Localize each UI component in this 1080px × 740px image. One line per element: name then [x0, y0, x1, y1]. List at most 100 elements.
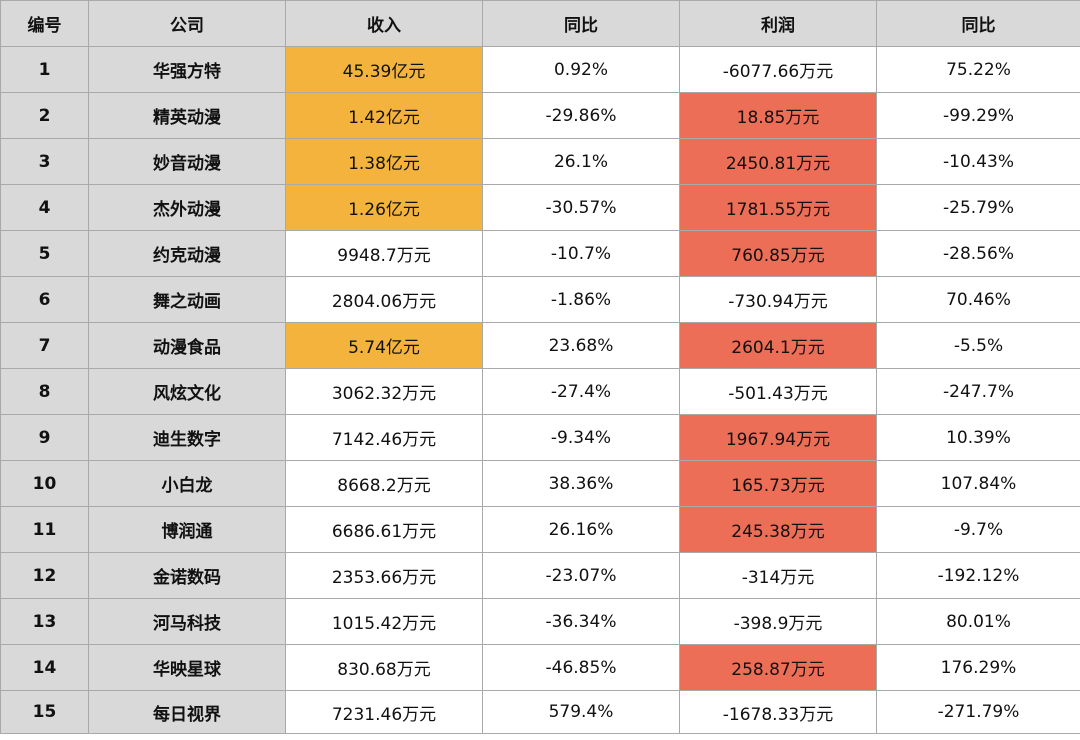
- cell-revenue-yoy: -36.34%: [482, 598, 680, 645]
- table-row: 7 动漫食品 5.74亿元 23.68% 2604.1万元 -5.5%: [0, 322, 1080, 369]
- cell-num: 4: [0, 184, 89, 231]
- header-profit-yoy: 同比: [876, 0, 1080, 47]
- cell-revenue-yoy: -29.86%: [482, 92, 680, 139]
- cell-revenue: 830.68万元: [285, 644, 483, 691]
- cell-company: 动漫食品: [88, 322, 286, 369]
- cell-revenue-yoy: -27.4%: [482, 368, 680, 415]
- cell-profit: 760.85万元: [679, 230, 877, 277]
- cell-profit: -730.94万元: [679, 276, 877, 323]
- table-row: 14 华映星球 830.68万元 -46.85% 258.87万元 176.29%: [0, 644, 1080, 691]
- cell-revenue: 1.38亿元: [285, 138, 483, 185]
- cell-company: 河马科技: [88, 598, 286, 645]
- table-row: 10 小白龙 8668.2万元 38.36% 165.73万元 107.84%: [0, 460, 1080, 507]
- cell-num: 14: [0, 644, 89, 691]
- cell-revenue: 6686.61万元: [285, 506, 483, 553]
- cell-revenue: 2804.06万元: [285, 276, 483, 323]
- cell-profit-yoy: -192.12%: [876, 552, 1080, 599]
- cell-revenue-yoy: 26.1%: [482, 138, 680, 185]
- cell-num: 6: [0, 276, 89, 323]
- cell-profit-yoy: -271.79%: [876, 690, 1080, 734]
- cell-num: 11: [0, 506, 89, 553]
- cell-num: 2: [0, 92, 89, 139]
- table-row: 6 舞之动画 2804.06万元 -1.86% -730.94万元 70.46%: [0, 276, 1080, 323]
- cell-profit-yoy: -247.7%: [876, 368, 1080, 415]
- cell-company: 舞之动画: [88, 276, 286, 323]
- cell-revenue: 9948.7万元: [285, 230, 483, 277]
- cell-num: 5: [0, 230, 89, 277]
- cell-profit: -314万元: [679, 552, 877, 599]
- cell-num: 10: [0, 460, 89, 507]
- table-body: 1 华强方特 45.39亿元 0.92% -6077.66万元 75.22% 2 精英动漫 1.…: [0, 46, 1080, 734]
- cell-profit-yoy: -28.56%: [876, 230, 1080, 277]
- cell-company: 小白龙: [88, 460, 286, 507]
- cell-profit: -1678.33万元: [679, 690, 877, 734]
- cell-profit-yoy: -5.5%: [876, 322, 1080, 369]
- cell-revenue-yoy: 26.16%: [482, 506, 680, 553]
- cell-profit: 1781.55万元: [679, 184, 877, 231]
- table-header: 编号 公司 收入 同比 利润 同比: [0, 0, 1080, 47]
- cell-revenue: 1.26亿元: [285, 184, 483, 231]
- cell-profit: 245.38万元: [679, 506, 877, 553]
- cell-revenue-yoy: -1.86%: [482, 276, 680, 323]
- cell-revenue: 3062.32万元: [285, 368, 483, 415]
- cell-company: 风炫文化: [88, 368, 286, 415]
- cell-company: 杰外动漫: [88, 184, 286, 231]
- cell-revenue-yoy: 579.4%: [482, 690, 680, 734]
- cell-num: 13: [0, 598, 89, 645]
- cell-num: 12: [0, 552, 89, 599]
- cell-profit: 258.87万元: [679, 644, 877, 691]
- cell-company: 华强方特: [88, 46, 286, 93]
- cell-revenue: 8668.2万元: [285, 460, 483, 507]
- header-company: 公司: [88, 0, 286, 47]
- header-num: 编号: [0, 0, 89, 47]
- cell-num: 3: [0, 138, 89, 185]
- cell-revenue-yoy: -9.34%: [482, 414, 680, 461]
- cell-profit: 1967.94万元: [679, 414, 877, 461]
- cell-profit-yoy: 80.01%: [876, 598, 1080, 645]
- cell-revenue-yoy: -23.07%: [482, 552, 680, 599]
- table-row: 11 博润通 6686.61万元 26.16% 245.38万元 -9.7%: [0, 506, 1080, 553]
- cell-company: 每日视界: [88, 690, 286, 734]
- cell-profit-yoy: -25.79%: [876, 184, 1080, 231]
- cell-revenue: 1015.42万元: [285, 598, 483, 645]
- cell-profit-yoy: 176.29%: [876, 644, 1080, 691]
- cell-profit-yoy: 107.84%: [876, 460, 1080, 507]
- table-row: 9 迪生数字 7142.46万元 -9.34% 1967.94万元 10.39%: [0, 414, 1080, 461]
- cell-profit: -501.43万元: [679, 368, 877, 415]
- table-row: 1 华强方特 45.39亿元 0.92% -6077.66万元 75.22%: [0, 46, 1080, 93]
- cell-revenue-yoy: 0.92%: [482, 46, 680, 93]
- cell-profit: 2604.1万元: [679, 322, 877, 369]
- table-row: 15 每日视界 7231.46万元 579.4% -1678.33万元 -271.79%: [0, 690, 1080, 734]
- cell-profit-yoy: 70.46%: [876, 276, 1080, 323]
- cell-num: 15: [0, 690, 89, 734]
- cell-profit-yoy: -9.7%: [876, 506, 1080, 553]
- cell-company: 迪生数字: [88, 414, 286, 461]
- cell-revenue: 2353.66万元: [285, 552, 483, 599]
- cell-profit: 2450.81万元: [679, 138, 877, 185]
- header-revenue: 收入: [285, 0, 483, 47]
- cell-profit-yoy: -10.43%: [876, 138, 1080, 185]
- cell-company: 精英动漫: [88, 92, 286, 139]
- cell-revenue: 7142.46万元: [285, 414, 483, 461]
- table-row: 2 精英动漫 1.42亿元 -29.86% 18.85万元 -99.29%: [0, 92, 1080, 139]
- cell-num: 8: [0, 368, 89, 415]
- cell-revenue-yoy: -30.57%: [482, 184, 680, 231]
- cell-profit: -398.9万元: [679, 598, 877, 645]
- cell-revenue: 45.39亿元: [285, 46, 483, 93]
- cell-revenue: 7231.46万元: [285, 690, 483, 734]
- header-revenue-yoy: 同比: [482, 0, 680, 47]
- cell-company: 华映星球: [88, 644, 286, 691]
- cell-profit: -6077.66万元: [679, 46, 877, 93]
- cell-company: 博润通: [88, 506, 286, 553]
- table-row: 12 金诺数码 2353.66万元 -23.07% -314万元 -192.12%: [0, 552, 1080, 599]
- cell-profit-yoy: 10.39%: [876, 414, 1080, 461]
- cell-company: 金诺数码: [88, 552, 286, 599]
- table-row: 8 风炫文化 3062.32万元 -27.4% -501.43万元 -247.7%: [0, 368, 1080, 415]
- cell-num: 7: [0, 322, 89, 369]
- cell-revenue-yoy: 38.36%: [482, 460, 680, 507]
- cell-revenue-yoy: 23.68%: [482, 322, 680, 369]
- cell-profit: 165.73万元: [679, 460, 877, 507]
- header-row: 编号 公司 收入 同比 利润 同比: [0, 0, 1080, 47]
- cell-revenue-yoy: -10.7%: [482, 230, 680, 277]
